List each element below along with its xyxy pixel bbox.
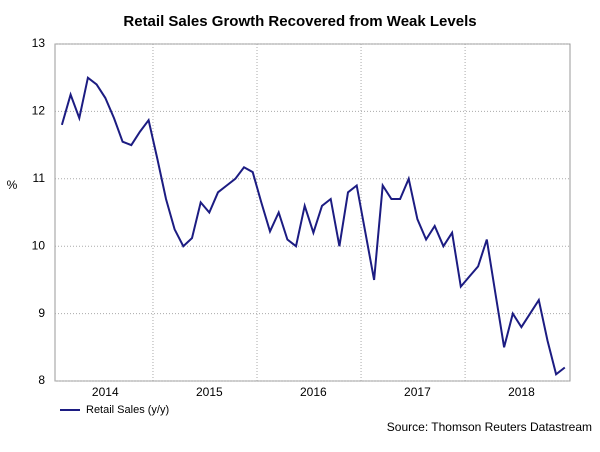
x-tick-label: 2017 [404, 385, 431, 399]
x-tick-label: 2014 [92, 385, 119, 399]
y-tick-label: 13 [32, 36, 46, 50]
data-line [60, 75, 566, 377]
source-note: Source: Thomson Reuters Datastream [387, 420, 592, 434]
y-tick-label: 8 [38, 373, 45, 387]
y-axis-label: % [7, 178, 18, 192]
x-tick-label: 2018 [508, 385, 535, 399]
y-tick-label: 10 [32, 238, 46, 252]
legend-label: Retail Sales (y/y) [86, 404, 169, 416]
plot-frame [54, 43, 571, 382]
x-tick-label: 2015 [196, 385, 223, 399]
x-tick-label: 2016 [300, 385, 327, 399]
chart-title: Retail Sales Growth Recovered from Weak … [123, 13, 476, 30]
y-tick-label: 11 [33, 171, 46, 185]
y-tick-label: 12 [32, 104, 46, 118]
y-tick-label: 9 [38, 306, 45, 320]
